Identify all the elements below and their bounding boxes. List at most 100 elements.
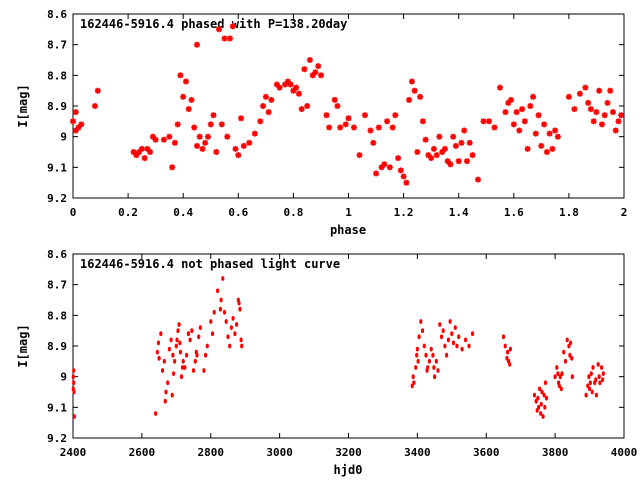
data-point (410, 86, 419, 95)
data-point (531, 129, 540, 138)
phased-x-tick-label: 1 (345, 206, 352, 219)
data-point (224, 319, 228, 324)
data-point (190, 328, 194, 334)
data-point (167, 346, 171, 352)
data-point (540, 389, 544, 395)
data-point (198, 325, 202, 330)
data-point (463, 157, 471, 165)
data-point (275, 83, 284, 92)
data-point (179, 93, 187, 101)
data-point (565, 337, 569, 343)
data-point (449, 132, 458, 141)
data-point (526, 102, 535, 110)
data-point (361, 111, 369, 119)
data-point (300, 65, 309, 73)
data-point (209, 319, 213, 324)
data-point (216, 288, 220, 294)
data-point (422, 343, 426, 349)
unphased-x-tick-label: 3400 (404, 446, 431, 459)
unphased-y-tick-label: 8.6 (47, 248, 67, 261)
data-point (223, 132, 232, 141)
data-point (553, 374, 557, 380)
data-point (140, 154, 149, 162)
phased-x-tick-label: 0.6 (228, 206, 248, 219)
data-point (94, 86, 102, 95)
data-point (429, 346, 433, 352)
data-point (72, 414, 76, 419)
unphased-plot-panel: 2400 2600 2800 3000 3200 3400 3600 3800 4000 8.6 8… (16, 248, 637, 477)
data-point (601, 377, 605, 383)
data-point (490, 123, 499, 132)
data-point (416, 93, 424, 101)
phased-y-tick-label: 8.6 (47, 8, 67, 21)
data-point (292, 83, 301, 92)
data-point (507, 96, 515, 104)
data-point (159, 331, 163, 337)
unphased-y-tick-label: 8.7 (47, 279, 67, 292)
data-point (183, 365, 187, 370)
data-point (212, 309, 216, 315)
data-point (545, 129, 554, 138)
data-point (69, 117, 77, 126)
data-point (432, 151, 441, 159)
data-point (204, 132, 212, 141)
data-point (317, 71, 325, 80)
data-point (597, 374, 601, 380)
data-point (311, 68, 320, 77)
data-point (190, 123, 198, 132)
data-point (330, 96, 339, 104)
data-point (333, 102, 342, 110)
data-point (210, 331, 215, 337)
data-point (372, 169, 380, 178)
unphased-plot-points (71, 276, 605, 419)
data-point (229, 325, 233, 330)
data-point (464, 337, 468, 343)
phased-plot-axes: 0 0.2 0.4 0.6 0.8 1 1.2 1.4 1.6 1.8 2 8.6 8.7 8.8 8.9 9… (47, 8, 627, 219)
data-point (588, 380, 592, 386)
data-point (563, 358, 568, 364)
data-point (596, 362, 600, 367)
data-point (540, 120, 548, 129)
data-point (186, 331, 190, 337)
data-point (556, 371, 560, 376)
phased-y-tick-label: 8.8 (47, 69, 67, 82)
data-point (589, 371, 593, 376)
data-point (91, 102, 99, 110)
data-point (178, 349, 182, 355)
data-point (170, 392, 174, 398)
data-point (432, 365, 436, 370)
data-point (71, 374, 75, 380)
data-point (565, 93, 573, 101)
data-point (336, 123, 345, 132)
data-point (417, 334, 421, 340)
data-point (306, 56, 314, 64)
data-point (207, 120, 215, 129)
data-point (538, 386, 542, 392)
data-point (201, 139, 209, 147)
data-point (421, 135, 430, 144)
data-point (594, 377, 598, 383)
data-point (182, 77, 190, 86)
data-point (465, 139, 474, 147)
phased-y-tick-label: 8.7 (47, 39, 67, 52)
data-point (350, 123, 358, 132)
data-point (155, 349, 159, 355)
data-point (584, 392, 588, 398)
data-point (212, 148, 221, 156)
data-point (178, 340, 182, 346)
data-point (537, 404, 541, 410)
data-point (537, 142, 546, 150)
data-point (470, 331, 475, 337)
data-point (388, 123, 397, 132)
phased-x-tick-label: 0.2 (118, 206, 138, 219)
data-point (138, 145, 146, 153)
data-point (600, 365, 604, 370)
data-point (454, 157, 463, 165)
phased-x-tick-label: 1.6 (504, 206, 524, 219)
data-point (453, 325, 457, 330)
data-point (238, 306, 242, 312)
data-point (408, 77, 416, 86)
data-point (448, 319, 452, 324)
data-point (543, 148, 551, 156)
data-point (162, 358, 166, 364)
